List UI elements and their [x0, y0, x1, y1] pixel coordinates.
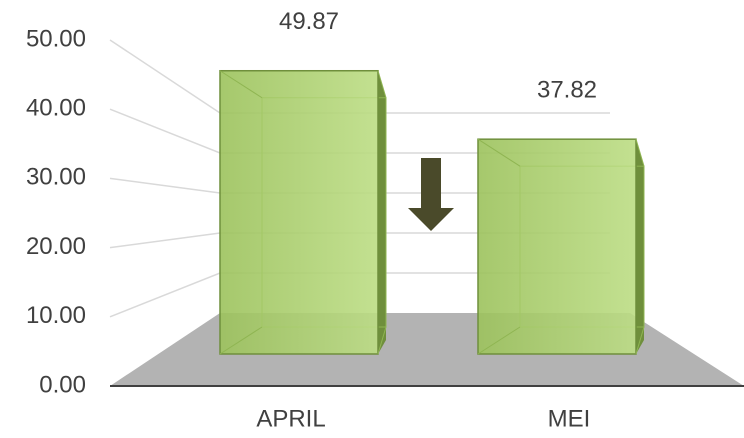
bar-edge	[219, 326, 263, 355]
bar	[219, 69, 379, 355]
x-tick-label: MEI	[548, 405, 591, 432]
bar-side	[378, 70, 386, 354]
down-arrow	[408, 158, 454, 231]
y-tick-label: 50.00	[26, 25, 86, 52]
y-tick-label: 30.00	[26, 164, 86, 191]
value-label: 37.82	[537, 77, 597, 104]
x-tick-label: APRIL	[256, 405, 325, 432]
value-label: 49.87	[279, 8, 339, 35]
bar-edge	[219, 70, 263, 99]
bar-edge	[477, 138, 521, 167]
bar-edge	[377, 70, 387, 98]
floor	[110, 313, 744, 386]
bar-edge	[377, 326, 387, 355]
y-tick-label: 20.00	[26, 233, 86, 260]
bar-edge	[635, 326, 645, 355]
bar-edge	[477, 326, 521, 355]
bar-side	[636, 139, 644, 354]
bars	[219, 69, 645, 355]
bar-edge	[635, 139, 645, 167]
bar	[477, 138, 637, 355]
y-tick-label: 40.00	[26, 95, 86, 122]
y-tick-label: 10.00	[26, 302, 86, 329]
y-tick-label: 0.00	[39, 371, 86, 398]
